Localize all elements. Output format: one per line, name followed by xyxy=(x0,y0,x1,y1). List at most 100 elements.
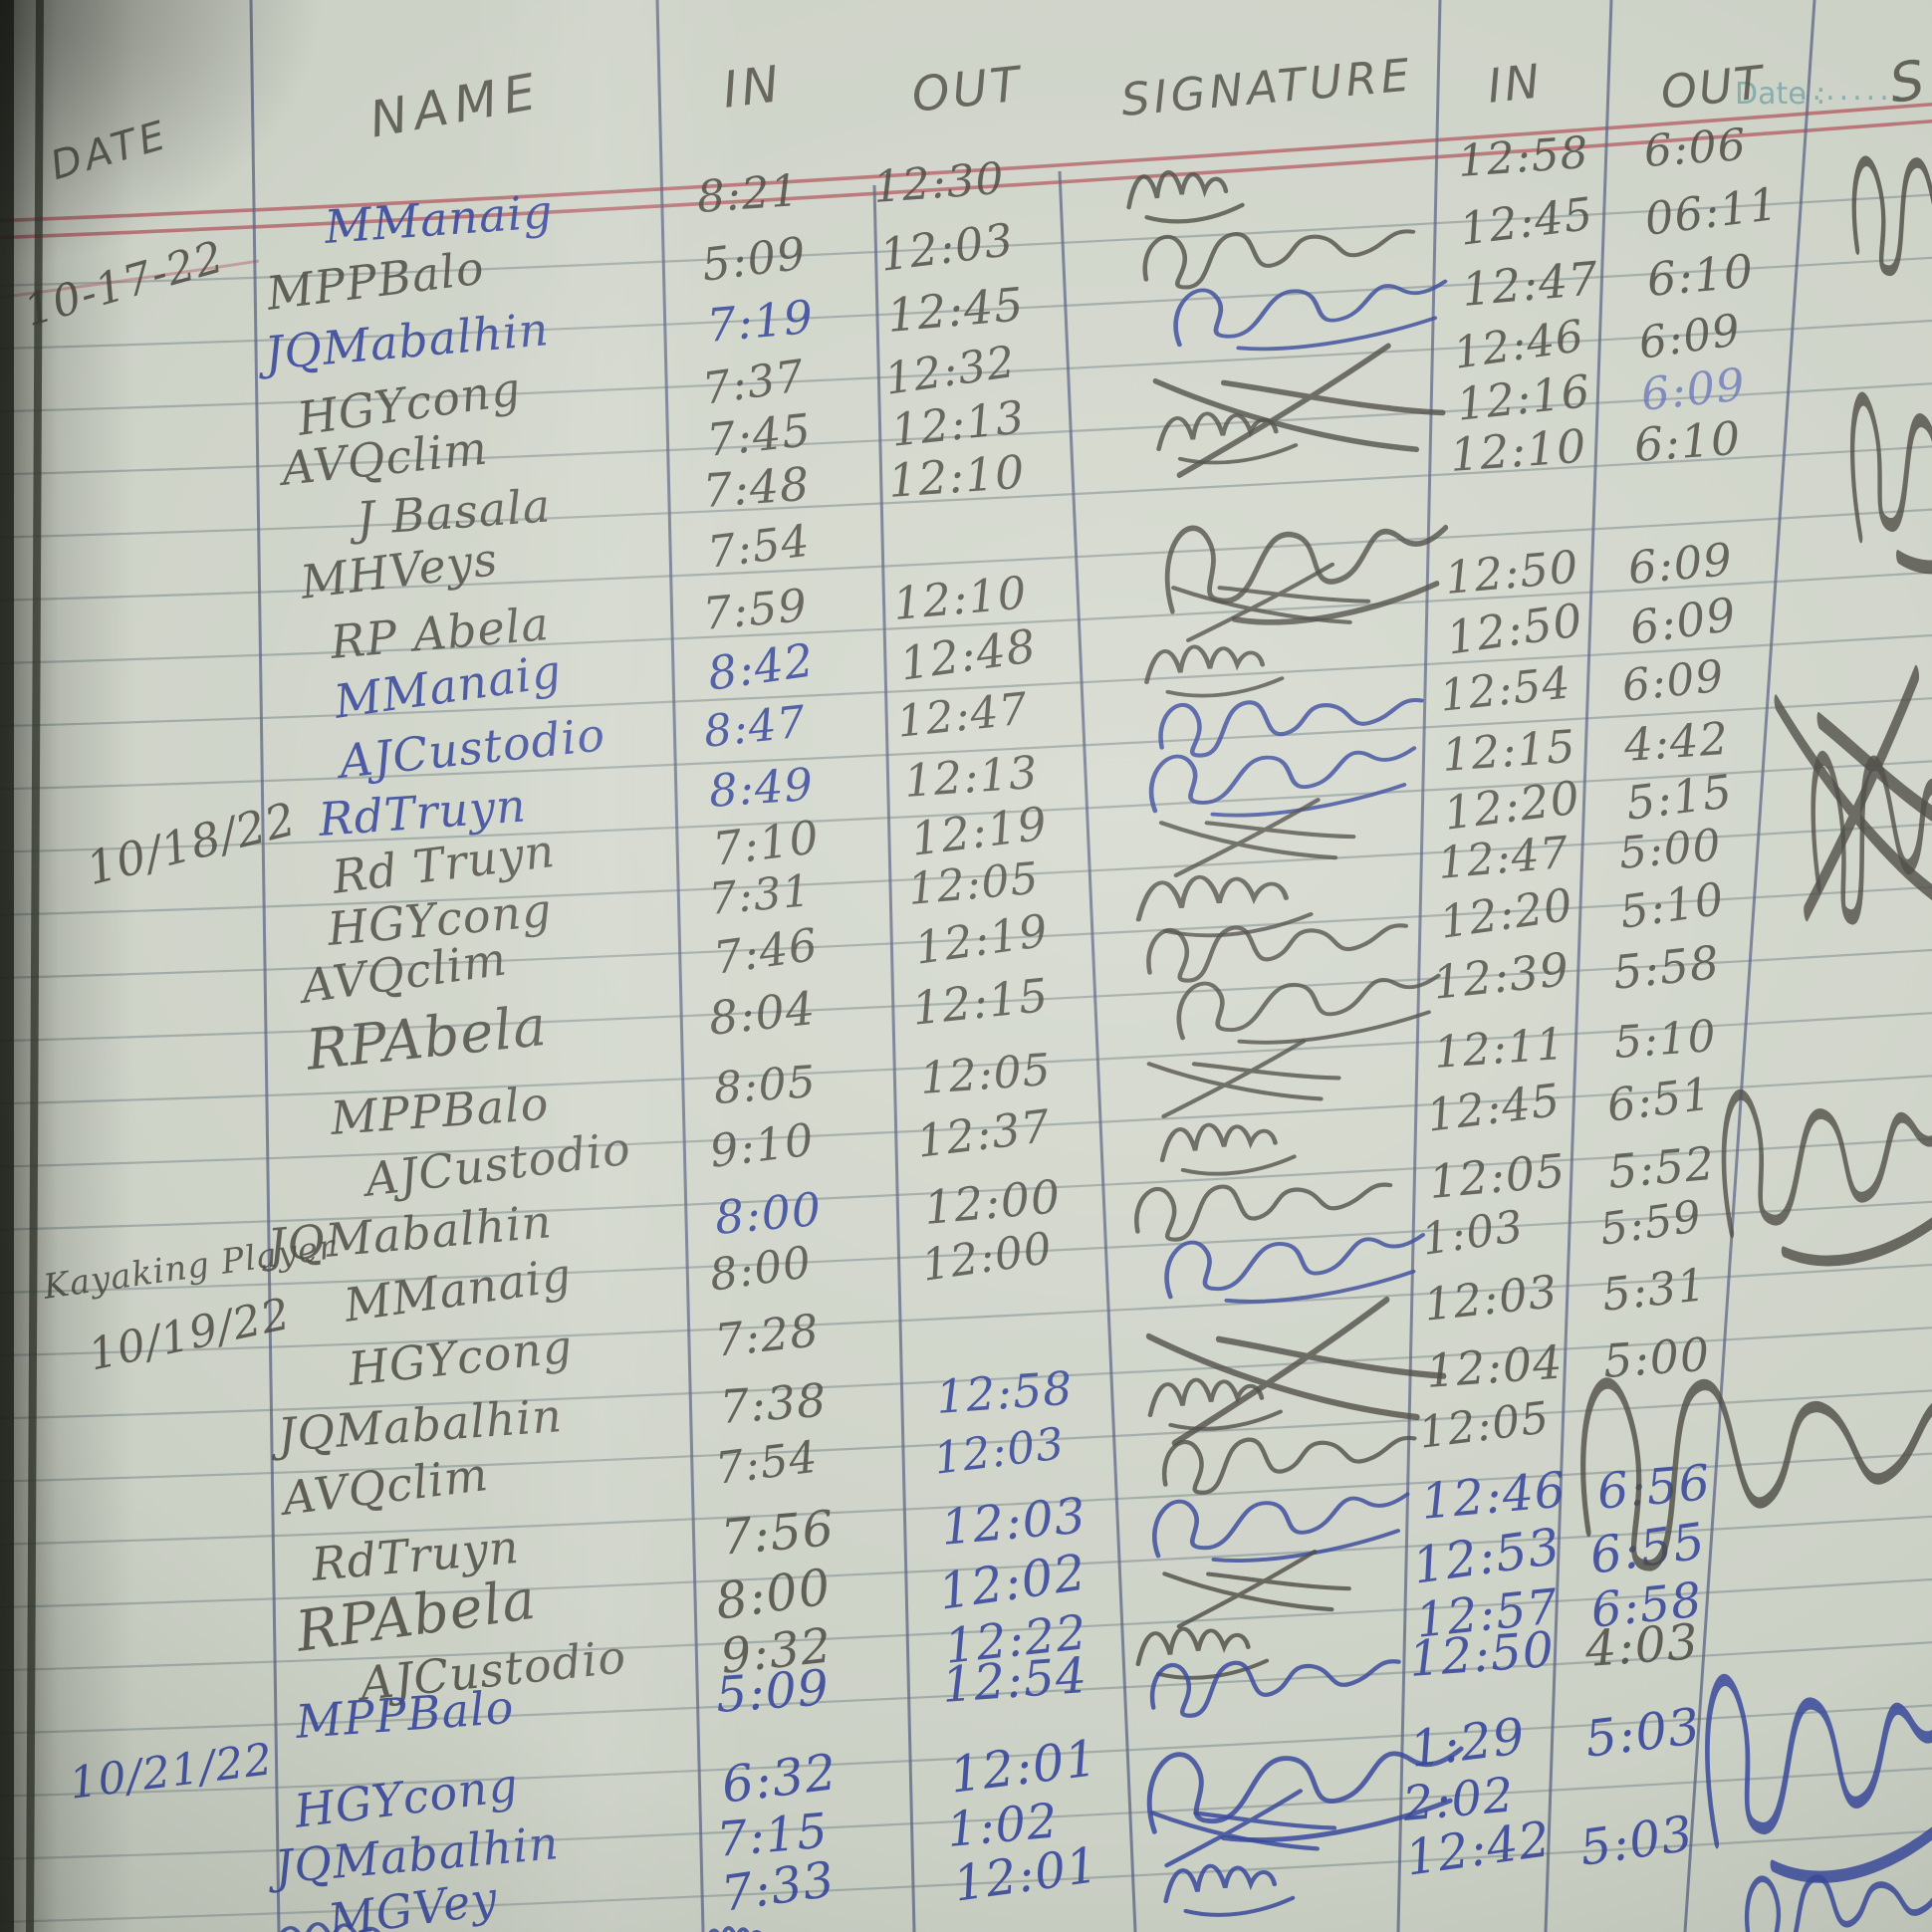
signature-scribble xyxy=(1152,343,1446,478)
time-in-afternoon: 12:47 xyxy=(1459,251,1601,317)
time-in-afternoon: 12:50 xyxy=(1443,593,1587,665)
time-in-afternoon: 12:45 xyxy=(1456,186,1596,256)
header-signature: SIGNATURE xyxy=(1118,48,1416,126)
time-in-morning: 9:10 xyxy=(706,1112,818,1178)
time-out-afternoon: 6:55 xyxy=(1585,1512,1709,1585)
time-in-morning: 7:54 xyxy=(712,1431,821,1495)
time-in-morning: 7:28 xyxy=(712,1304,823,1367)
time-in-morning: 7:10 xyxy=(709,810,824,876)
time-in-afternoon: 12:10 xyxy=(1448,418,1589,482)
signature-scribble xyxy=(1176,973,1441,1045)
header-right-partial: S xyxy=(1885,48,1929,116)
partial-bottom-row-scribble xyxy=(703,1926,775,1932)
time-in-morning: 7:48 xyxy=(701,456,812,518)
signature-scribble xyxy=(1163,1863,1296,1917)
margin-scribble xyxy=(1721,1089,1932,1267)
time-in-morning: 7:59 xyxy=(701,578,811,640)
time-out-afternoon: 5:03 xyxy=(1575,1805,1697,1877)
signature-scribble xyxy=(1162,1549,1351,1629)
date-mark-4: 10/21/22 xyxy=(66,1734,277,1810)
time-out-afternoon: 6:09 xyxy=(1625,532,1736,595)
time-in-afternoon: 12:16 xyxy=(1454,364,1593,431)
time-in-afternoon: 12:58 xyxy=(1456,126,1591,187)
time-out-morning: 12:03 xyxy=(930,1418,1068,1485)
time-out-afternoon: 6:09 xyxy=(1625,587,1740,655)
header-out-afternoon: OUT xyxy=(1658,55,1768,120)
time-out-morning: 12:05 xyxy=(905,852,1042,915)
time-out-afternoon: 6:09 xyxy=(1619,650,1728,712)
signature-scribble xyxy=(1149,1789,1337,1868)
time-out-afternoon: 5:10 xyxy=(1616,871,1728,939)
signature-scribble xyxy=(1126,170,1245,224)
time-out-afternoon: 5:03 xyxy=(1581,1697,1705,1769)
time-out-morning: 12:10 xyxy=(886,444,1028,508)
header-out-morning: OUT xyxy=(909,56,1026,123)
signature-scribble xyxy=(1145,1296,1447,1447)
time-out-afternoon: 5:15 xyxy=(1622,764,1736,831)
header-date: DATE xyxy=(45,112,174,190)
time-in-morning: 8:00 xyxy=(712,1181,824,1245)
time-in-morning: 7:37 xyxy=(699,350,809,415)
row-name: MHVeys xyxy=(297,531,501,609)
signature-scribble xyxy=(1161,1435,1417,1495)
time-out-afternoon: 5:00 xyxy=(1601,1327,1713,1388)
header-name: NAME xyxy=(364,62,547,149)
time-in-afternoon: 12:39 xyxy=(1429,941,1572,1010)
margin-scribble xyxy=(1851,155,1932,276)
time-out-afternoon: 06:11 xyxy=(1641,176,1783,246)
time-in-morning: 8:42 xyxy=(704,632,819,701)
time-out-afternoon: 6:06 xyxy=(1641,119,1749,177)
margin-scribble xyxy=(1705,1673,1932,1883)
time-out-morning: 12:01 xyxy=(946,1729,1101,1805)
date-mark-2: 10/18/22 xyxy=(81,791,302,896)
time-out-morning: 12:48 xyxy=(895,618,1040,691)
row-name: J Basala xyxy=(355,478,553,546)
row-name: MPPBalo xyxy=(263,240,488,321)
signature-scribble xyxy=(1148,746,1417,818)
time-in-morning: 5:09 xyxy=(699,226,810,292)
signature-scribble xyxy=(1144,644,1285,698)
time-out-morning: 12:13 xyxy=(902,745,1041,808)
time-out-afternoon: 5:10 xyxy=(1612,1010,1719,1069)
signature-scribble xyxy=(1159,1122,1297,1176)
time-in-afternoon: 1:03 xyxy=(1418,1200,1528,1266)
time-out-morning: 12:10 xyxy=(890,566,1030,630)
time-in-morning: 8:47 xyxy=(701,696,809,758)
time-in-morning: 7:54 xyxy=(704,515,813,579)
signature-scribble xyxy=(1142,229,1416,290)
time-out-morning: 12:54 xyxy=(939,1646,1089,1714)
row-name: JQMabalhin xyxy=(276,1388,565,1462)
time-out-afternoon: 5:59 xyxy=(1596,1190,1706,1256)
signature-scribble xyxy=(1158,798,1356,877)
signature-scribble xyxy=(1156,411,1299,465)
time-in-morning: 8:04 xyxy=(706,980,819,1046)
time-in-afternoon: 12:05 xyxy=(1415,1392,1553,1459)
signature-scribble xyxy=(1164,524,1449,625)
row-name: MManaig xyxy=(323,184,556,254)
signature-scribble xyxy=(1147,1377,1283,1431)
time-in-morning: 7:56 xyxy=(718,1500,837,1567)
signature-scribble xyxy=(1135,1626,1270,1680)
signature-scribble xyxy=(1173,279,1448,352)
time-out-afternoon: 6:09 xyxy=(1635,304,1745,369)
time-in-morning: 7:19 xyxy=(704,289,817,353)
signature-scribble xyxy=(1146,1039,1341,1119)
time-in-morning: 8:00 xyxy=(706,1236,816,1302)
time-out-afternoon: 6:09 xyxy=(1638,358,1749,421)
time-out-afternoon: 4:42 xyxy=(1622,711,1731,772)
time-out-morning: 12:05 xyxy=(917,1044,1053,1104)
time-out-morning: 12:30 xyxy=(871,152,1007,213)
time-out-morning: 12:03 xyxy=(938,1487,1088,1557)
header-in-morning: IN xyxy=(719,54,787,120)
signature-scribble xyxy=(1149,1659,1401,1718)
time-in-afternoon: 12:11 xyxy=(1432,1018,1568,1079)
time-out-morning: 12:58 xyxy=(933,1360,1075,1424)
time-in-afternoon: 12:04 xyxy=(1423,1334,1565,1398)
time-out-afternoon: 5:58 xyxy=(1610,934,1723,1000)
time-out-afternoon: 5:52 xyxy=(1605,1135,1718,1199)
time-out-afternoon: 4:03 xyxy=(1582,1613,1701,1678)
time-out-morning: 12:47 xyxy=(894,683,1032,748)
time-out-afternoon: 6:10 xyxy=(1632,410,1744,472)
time-out-morning: 12:37 xyxy=(914,1098,1055,1168)
time-out-morning: 12:13 xyxy=(888,390,1028,457)
